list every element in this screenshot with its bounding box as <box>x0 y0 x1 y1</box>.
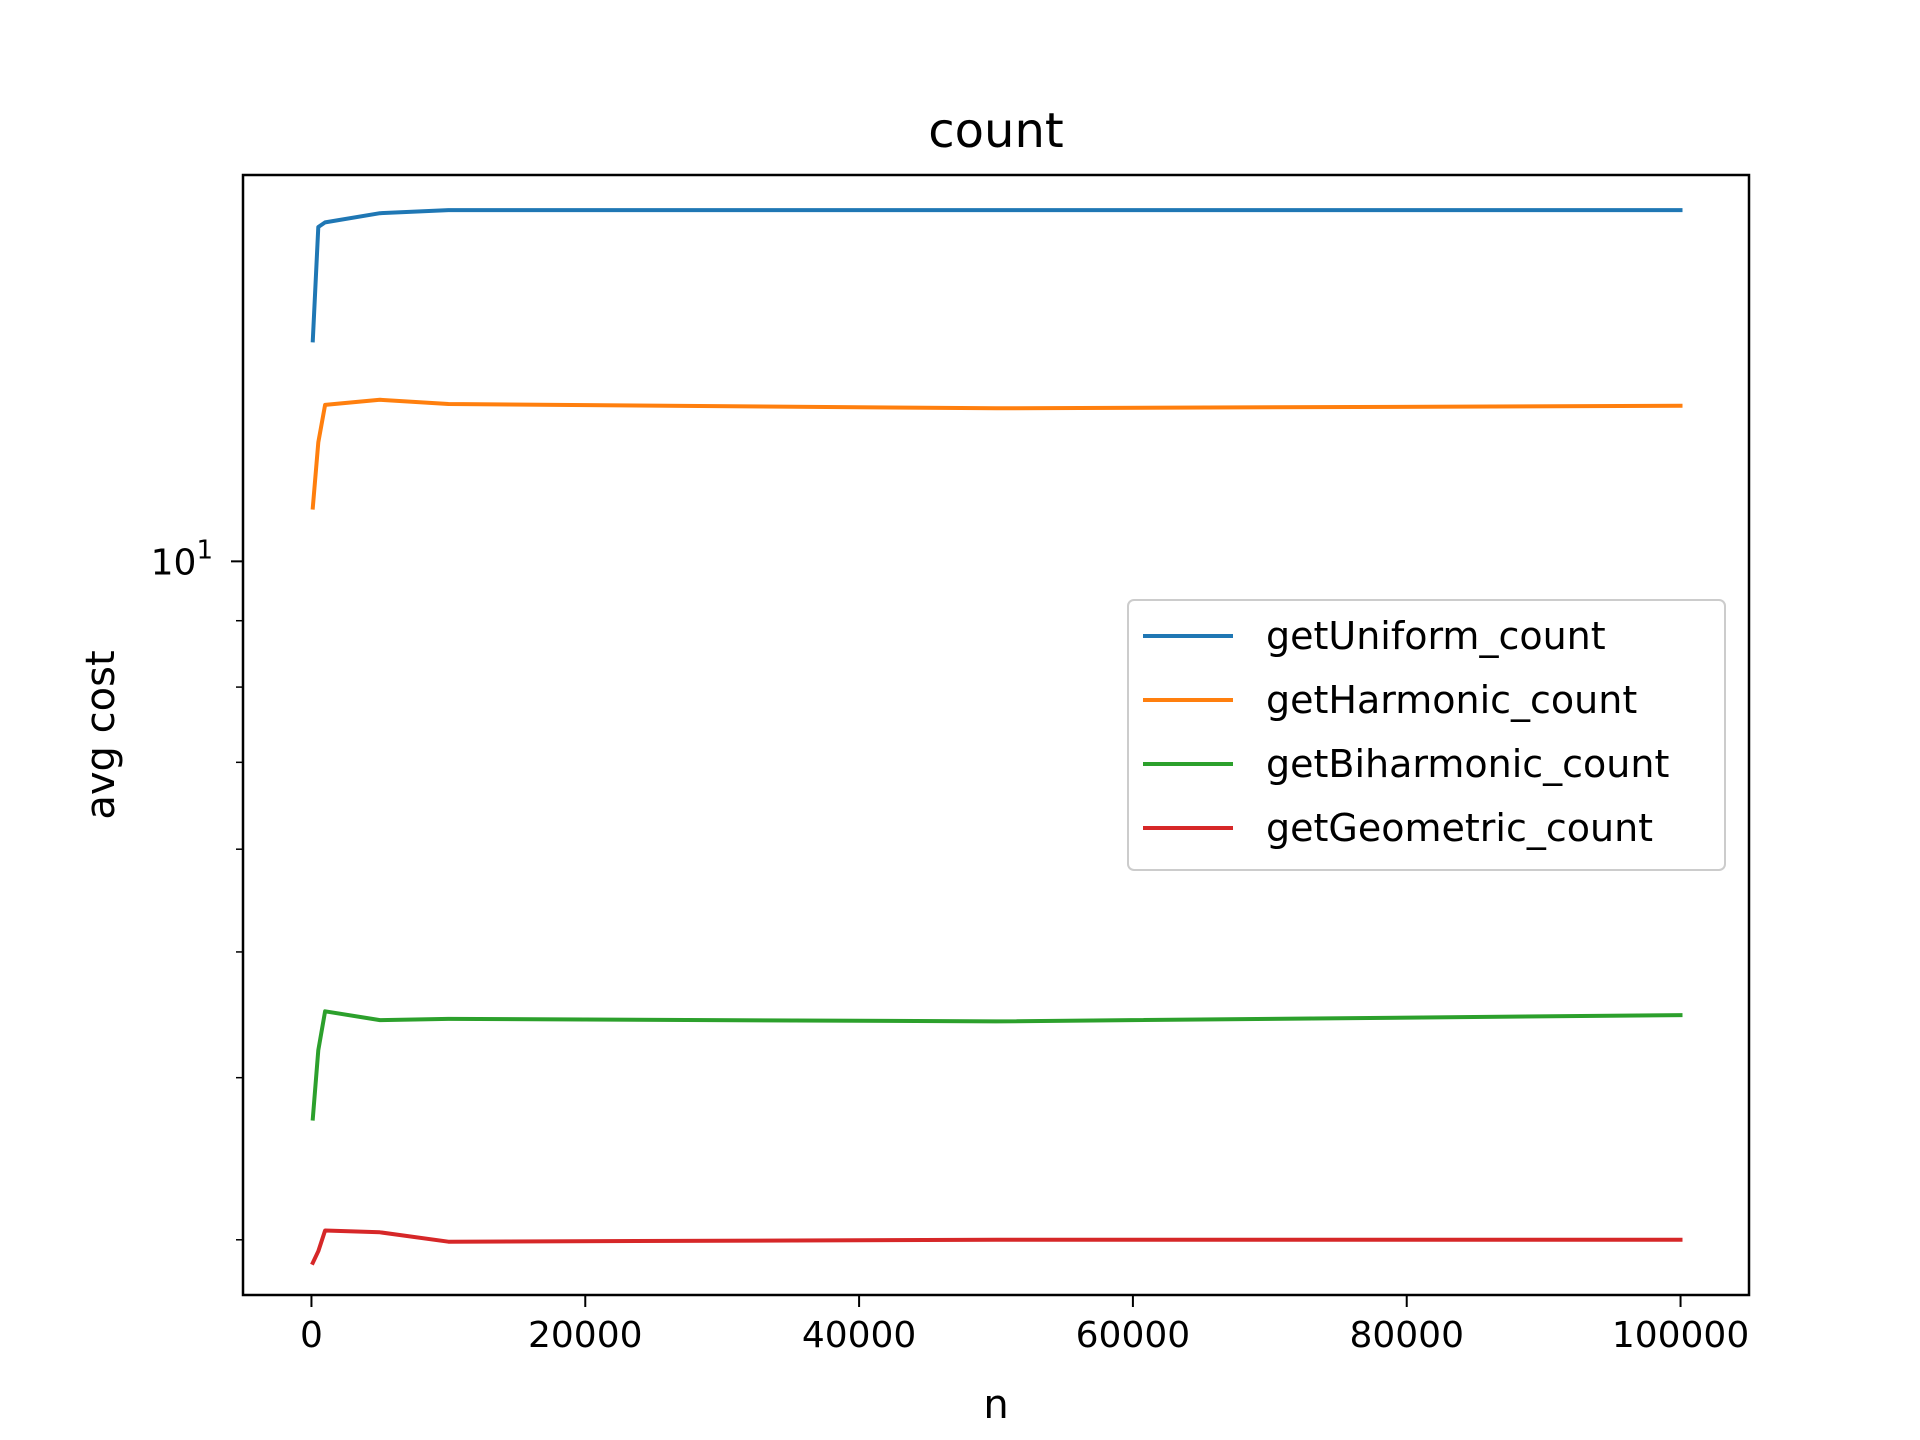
y-axis: 101 <box>151 535 243 1241</box>
legend-label-getGeometric_count: getGeometric_count <box>1266 806 1653 850</box>
x-tick-label: 80000 <box>1349 1315 1464 1356</box>
plot-frame <box>241 173 1751 1297</box>
legend-box <box>1127 599 1726 871</box>
x-axis-label: n <box>983 1382 1008 1428</box>
legend: getUniform_count getHarmonic_count getBiha… <box>1127 599 1726 871</box>
series-line-getHarmonic_count <box>310 397 1683 510</box>
x-tick-label: 60000 <box>1076 1315 1191 1356</box>
legend-label-getHarmonic_count: getHarmonic_count <box>1266 678 1637 722</box>
series-line-getBiharmonic_count <box>310 1009 1683 1121</box>
x-tick-label: 0 <box>300 1315 323 1356</box>
y-tick-label: 101 <box>151 535 213 583</box>
x-tick-label: 40000 <box>802 1315 917 1356</box>
x-tick-label: 20000 <box>528 1315 643 1356</box>
plot-lines <box>310 208 1683 1266</box>
series-line-getGeometric_count <box>310 1228 1683 1266</box>
legend-label-getBiharmonic_count: getBiharmonic_count <box>1266 742 1669 786</box>
legend-label-getUniform_count: getUniform_count <box>1266 614 1606 658</box>
y-axis-label: avg cost <box>78 650 124 819</box>
x-tick-label: 100000 <box>1612 1315 1749 1356</box>
chart-title: count <box>928 103 1063 159</box>
x-axis: 0 20000 40000 60000 80000 100000 <box>300 1295 1749 1356</box>
series-line-getUniform_count <box>310 208 1683 343</box>
